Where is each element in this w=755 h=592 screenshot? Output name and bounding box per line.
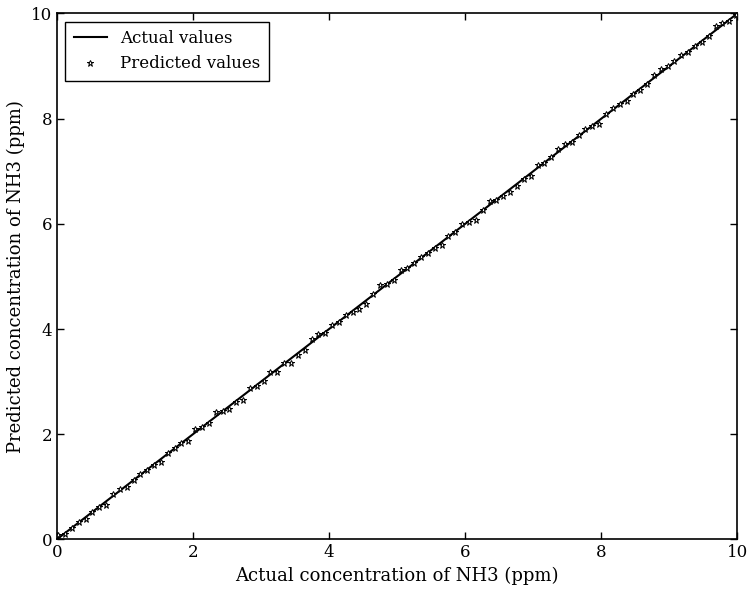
Predicted values [183, 437, 193, 445]
Line: Actual values: Actual values [57, 14, 738, 539]
Actual values [421, 251, 430, 258]
Line: Predicted values: Predicted values [55, 12, 740, 538]
X-axis label: Actual concentration of NH3 (ppm): Actual concentration of NH3 (ppm) [236, 567, 559, 585]
Legend: Actual values, Predicted values: Actual values, Predicted values [65, 22, 269, 81]
Actual values [610, 105, 619, 112]
Predicted values [732, 12, 741, 19]
Predicted values [676, 52, 686, 59]
Actual values [52, 536, 61, 543]
Y-axis label: Predicted concentration of NH3 (ppm): Predicted concentration of NH3 (ppm) [7, 100, 25, 453]
Predicted values [211, 409, 220, 416]
Actual values [716, 22, 726, 30]
Actual values [375, 286, 384, 293]
Predicted values [54, 531, 63, 538]
Predicted values [698, 39, 707, 46]
Predicted values [458, 220, 467, 227]
Actual values [458, 223, 467, 230]
Actual values [380, 283, 389, 290]
Predicted values [403, 265, 412, 272]
Actual values [733, 10, 742, 17]
